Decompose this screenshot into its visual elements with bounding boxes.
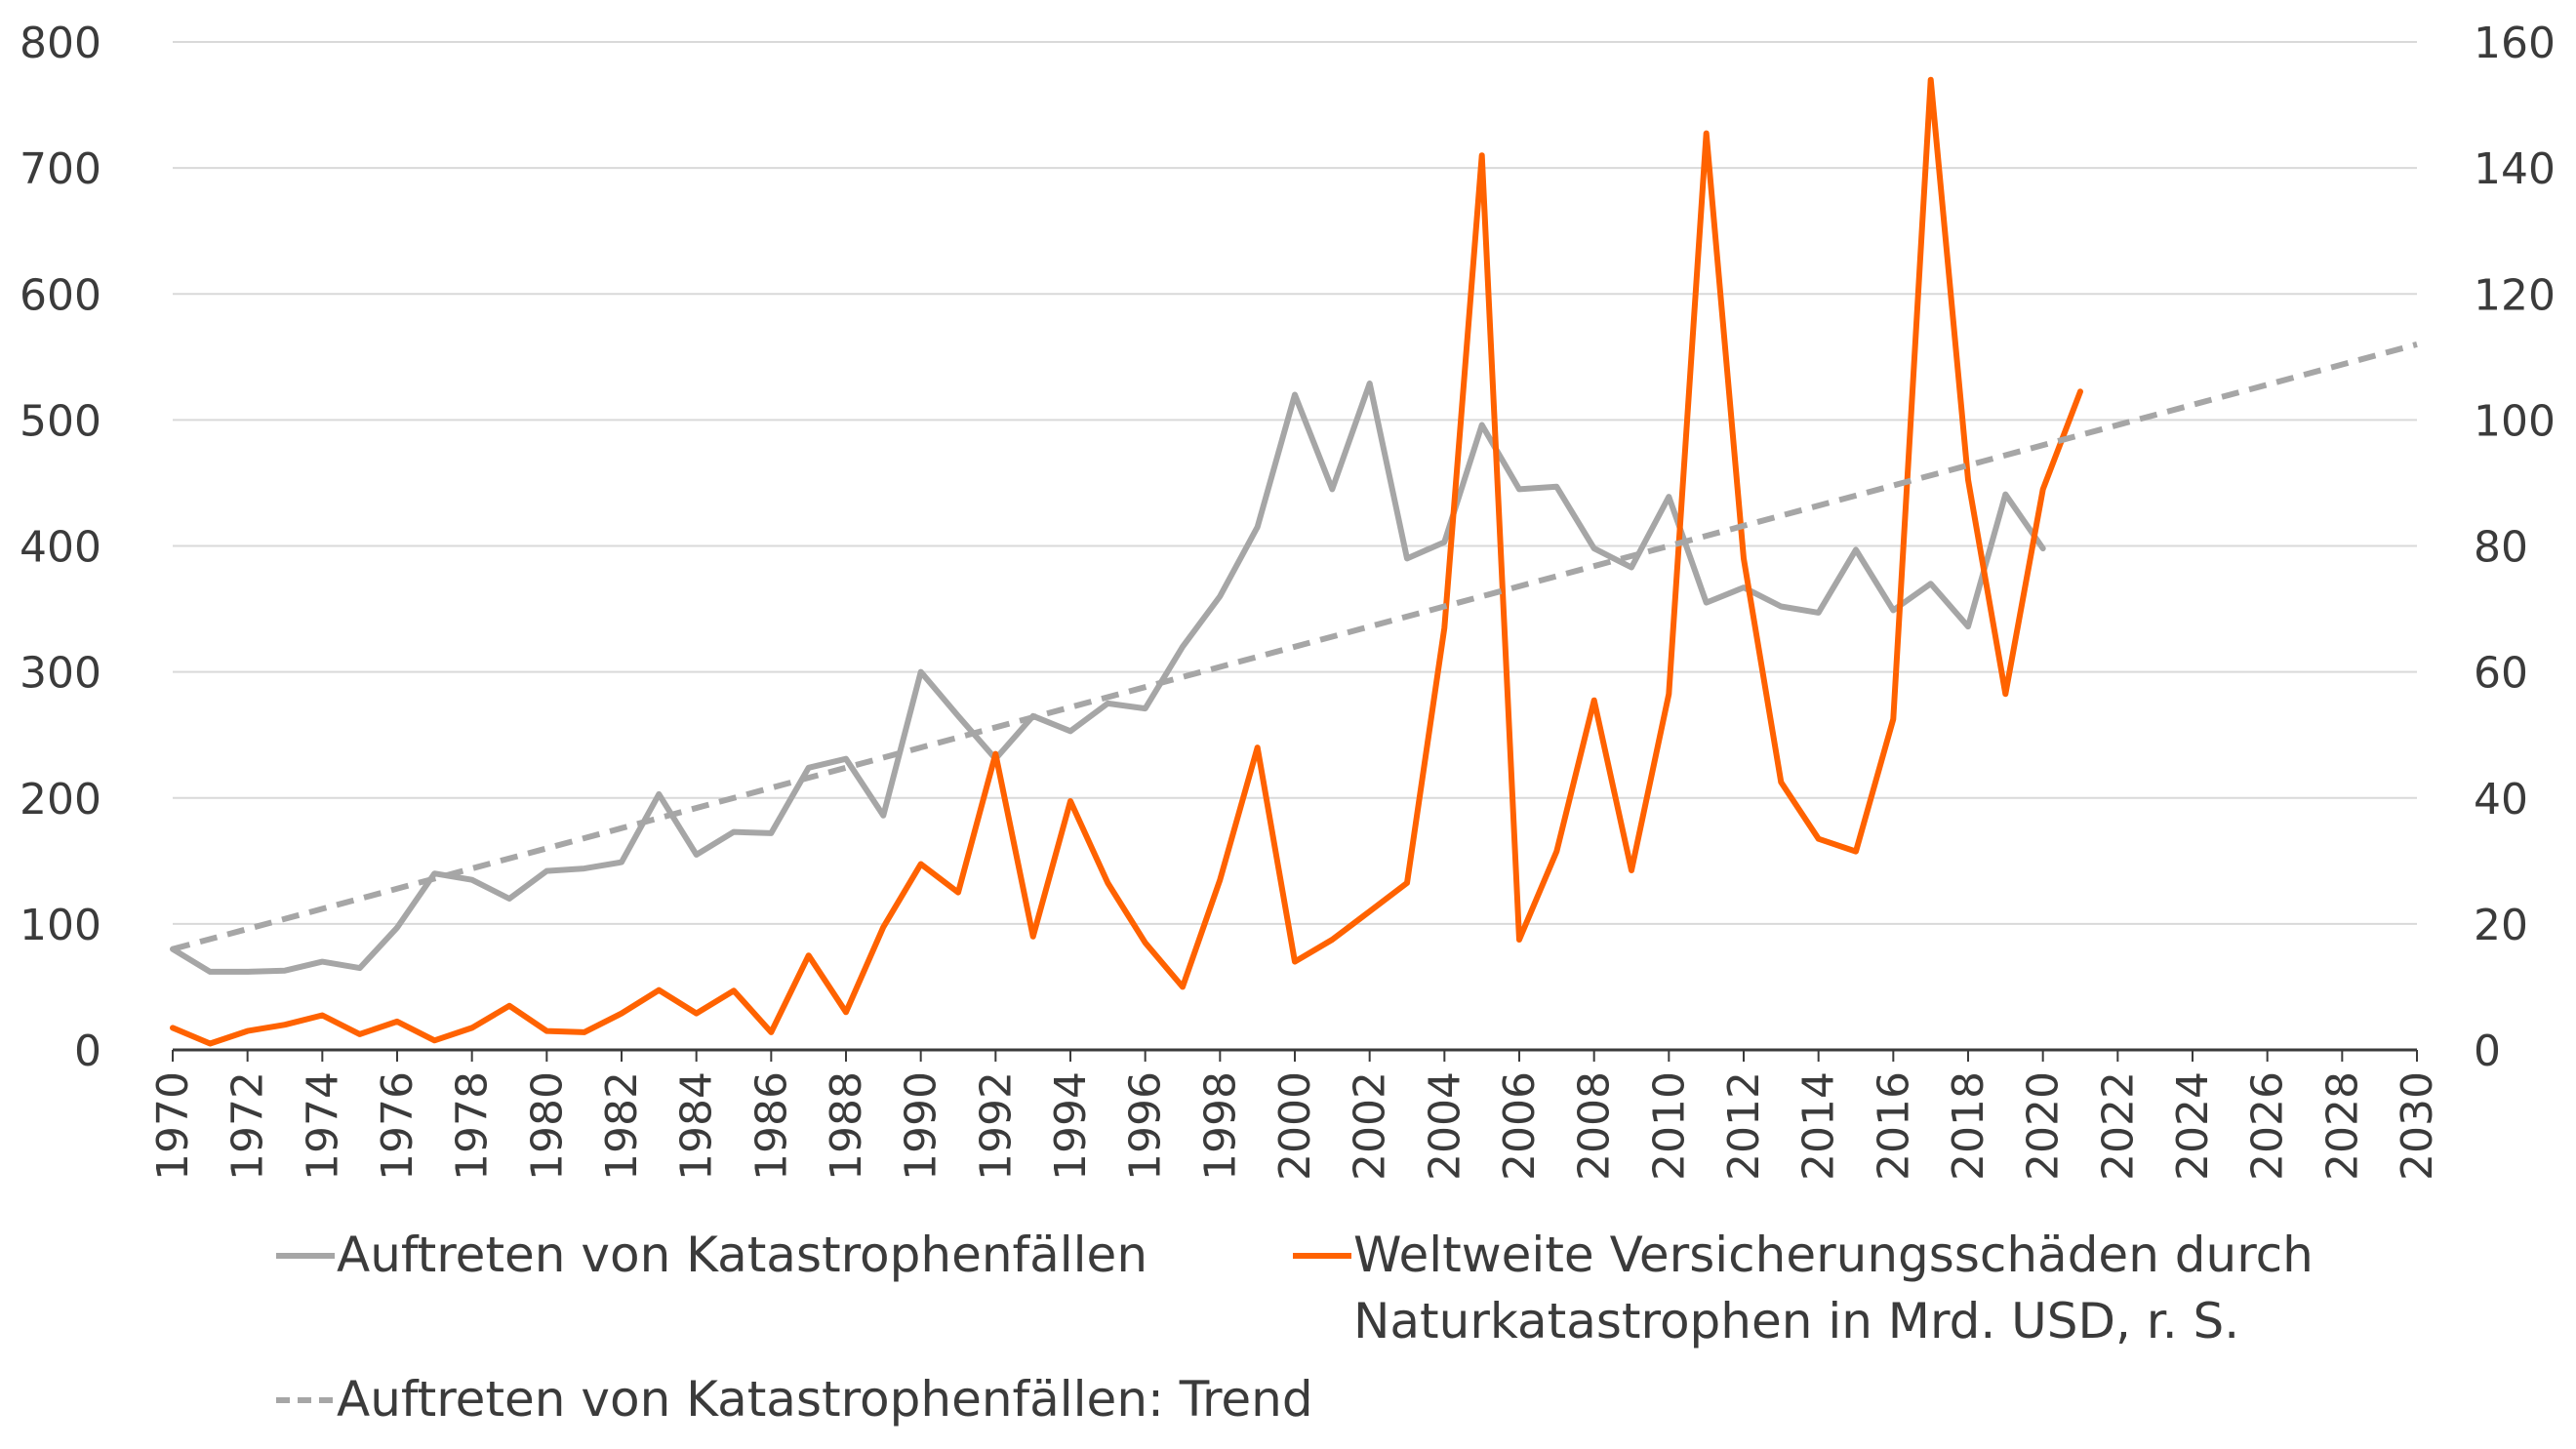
legend-label: Naturkatastrophen in Mrd. USD, r. S. xyxy=(1353,1293,2239,1349)
x-tick-label: 2016 xyxy=(1869,1071,1918,1181)
left-y-tick-label: 100 xyxy=(20,901,101,950)
x-tick-label: 1980 xyxy=(522,1071,572,1181)
x-tick-label: 1976 xyxy=(373,1071,423,1181)
right-y-tick-label: 80 xyxy=(2474,523,2528,573)
x-tick-label: 2026 xyxy=(2243,1071,2293,1181)
x-tick-label: 1986 xyxy=(746,1071,796,1181)
legend-label: Auftreten von Katastrophenfällen xyxy=(337,1227,1147,1283)
right-y-tick-label: 40 xyxy=(2474,775,2528,825)
x-tick-label: 2004 xyxy=(1420,1071,1469,1181)
x-tick-label: 1978 xyxy=(448,1071,498,1181)
left-y-tick-label: 800 xyxy=(20,19,101,68)
legend-label: Weltweite Versicherungsschäden durch xyxy=(1353,1227,2314,1283)
x-tick-label: 2018 xyxy=(1944,1071,1993,1181)
left-y-tick-label: 500 xyxy=(20,396,101,446)
right-y-tick-label: 100 xyxy=(2474,396,2556,446)
series-line-trend xyxy=(172,342,2418,952)
series-line-insured-losses xyxy=(170,76,2083,1047)
x-tick-label: 2002 xyxy=(1346,1071,1395,1181)
x-tick-label: 2012 xyxy=(1719,1071,1769,1181)
left-y-tick-label: 0 xyxy=(74,1026,101,1076)
x-tick-label: 1974 xyxy=(298,1071,347,1181)
right-y-tick-label: 120 xyxy=(2474,270,2556,320)
x-axis: 1970 1972 1974 1976 1978 1980 1982 1984 1986 1988… xyxy=(148,1050,2442,1181)
x-tick-label: 2028 xyxy=(2317,1071,2367,1181)
right-y-tick-label: 160 xyxy=(2474,19,2556,68)
left-y-tick-label: 300 xyxy=(20,649,101,699)
left-y-tick-label: 700 xyxy=(20,144,101,194)
x-tick-label: 1990 xyxy=(897,1071,946,1181)
x-tick-label: 1982 xyxy=(597,1071,647,1181)
x-tick-label: 1988 xyxy=(822,1071,871,1181)
x-tick-label: 2010 xyxy=(1644,1071,1694,1181)
legend: Auftreten von Katastrophenfällen Weltweit… xyxy=(276,1227,2314,1428)
right-y-tick-label: 20 xyxy=(2474,901,2528,950)
x-tick-label: 1984 xyxy=(672,1071,722,1181)
x-tick-label: 2022 xyxy=(2093,1071,2143,1181)
right-y-tick-label: 140 xyxy=(2474,144,2556,194)
series-line-events xyxy=(170,380,2046,975)
right-y-tick-label: 0 xyxy=(2474,1026,2501,1076)
x-tick-label: 2006 xyxy=(1495,1071,1545,1181)
left-y-tick-label: 200 xyxy=(20,775,101,825)
x-tick-label: 2020 xyxy=(2019,1071,2069,1181)
x-tick-label: 2030 xyxy=(2393,1071,2442,1181)
x-tick-label: 2008 xyxy=(1570,1071,1620,1181)
left-y-tick-label: 400 xyxy=(20,523,101,573)
x-tick-label: 2000 xyxy=(1270,1071,1320,1181)
left-y-axis: 0 100 200 300 400 500 600 700 800 xyxy=(20,19,101,1076)
x-tick-label: 2014 xyxy=(1794,1071,1844,1181)
x-tick-label: 1996 xyxy=(1121,1071,1171,1181)
legend-label: Auftreten von Katastrophenfällen: Trend xyxy=(337,1371,1313,1428)
left-y-tick-label: 600 xyxy=(20,270,101,320)
right-y-axis: 0 20 40 60 80 100 120 140 160 xyxy=(2474,19,2556,1076)
right-y-tick-label: 60 xyxy=(2474,649,2528,699)
x-tick-label: 1994 xyxy=(1046,1071,1096,1181)
x-tick-label: 1992 xyxy=(971,1071,1021,1181)
x-tick-label: 2024 xyxy=(2168,1071,2218,1181)
x-tick-label: 1972 xyxy=(223,1071,273,1181)
x-tick-label: 1970 xyxy=(148,1071,198,1181)
x-tick-label: 1998 xyxy=(1195,1071,1245,1181)
plot-area xyxy=(170,76,2418,1047)
